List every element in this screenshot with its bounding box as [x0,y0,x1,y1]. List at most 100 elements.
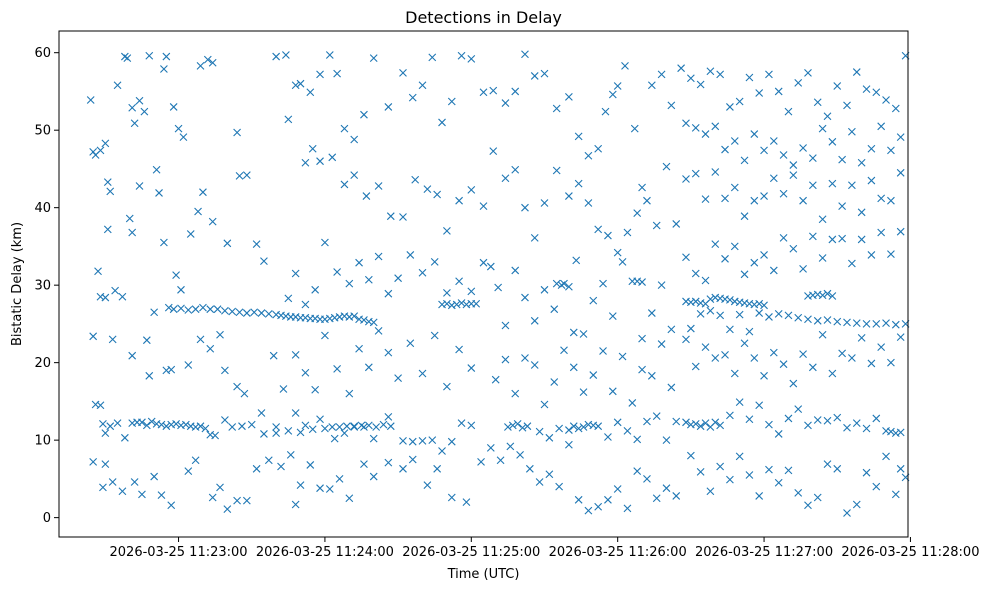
data-point [862,320,871,328]
data-point [808,181,817,190]
data-point [316,70,324,79]
data-point [535,427,544,436]
data-point [745,327,754,336]
data-point [872,320,881,328]
data-point [784,414,793,423]
data-point [779,234,788,242]
y-tick-label: 0 [43,511,51,526]
y-tick-label: 30 [34,279,51,294]
data-point [760,146,768,155]
data-point [142,421,151,430]
data-point [774,430,783,438]
data-point [857,235,866,244]
data-point [272,429,281,438]
data-point [857,158,866,167]
data-point [369,54,378,63]
data-point [394,274,403,283]
data-point [233,496,241,505]
data-point [108,335,117,344]
data-point [296,481,305,489]
data-point [726,411,734,420]
data-point [721,145,729,154]
data-point [301,368,310,377]
data-point [550,305,559,314]
data-point [711,354,720,362]
data-point [574,424,583,433]
data-point [755,492,764,500]
data-point [745,73,754,82]
data-point [730,369,739,378]
data-point [150,308,159,317]
data-point [769,137,778,145]
data-point [284,294,293,303]
data-point [813,493,822,502]
y-tick-label: 60 [34,46,51,61]
data-point [564,426,573,434]
data-point [521,354,529,362]
data-point [455,345,463,354]
data-point [311,385,320,394]
data-point [711,240,720,248]
data-point [726,295,734,304]
data-point [799,144,807,152]
data-point [745,471,754,479]
data-point [755,89,764,97]
data-point [843,509,851,517]
data-point [328,423,337,431]
data-point [418,268,427,277]
data-point [138,490,146,499]
data-point [374,252,383,261]
data-point [557,281,566,290]
data-point [177,304,185,313]
data-point [335,474,344,483]
data-point [160,65,168,73]
data-point [882,96,890,104]
data-point [530,316,539,325]
data-point [701,419,710,427]
data-point [284,426,293,435]
data-point [360,460,368,469]
data-point [833,413,842,422]
data-point [711,418,720,427]
data-point [308,144,317,153]
data-point [521,293,529,302]
data-point [887,196,895,205]
data-point [96,146,105,155]
x-tick-label: 2026-03-25 11:24:00 [256,545,394,560]
data-point [408,93,417,102]
data-point [672,220,681,228]
data-point [599,279,607,288]
data-point [221,306,229,315]
data-point [523,422,532,431]
data-point [286,450,295,459]
data-point [342,422,351,431]
data-point [750,196,759,205]
data-point [428,53,437,62]
data-point [740,212,749,221]
data-point [418,81,427,90]
data-point [211,431,220,440]
data-point [530,234,539,242]
data-point [235,308,244,317]
data-point [360,423,368,431]
data-point [242,309,251,317]
data-point [530,72,539,80]
data-point [633,209,642,217]
data-point [260,430,268,438]
data-point [291,500,300,509]
data-point [530,361,539,369]
data-point [594,144,603,153]
y-tick-label: 10 [34,434,51,449]
data-point [574,179,583,188]
data-point [106,187,115,196]
data-point [501,355,510,364]
data-point [145,371,154,380]
data-point [769,174,778,183]
data-point [716,311,725,320]
data-point [113,81,122,90]
data-point [135,182,144,190]
data-point [838,155,847,164]
data-point [891,104,900,113]
data-point [455,196,463,205]
data-point [794,488,803,497]
